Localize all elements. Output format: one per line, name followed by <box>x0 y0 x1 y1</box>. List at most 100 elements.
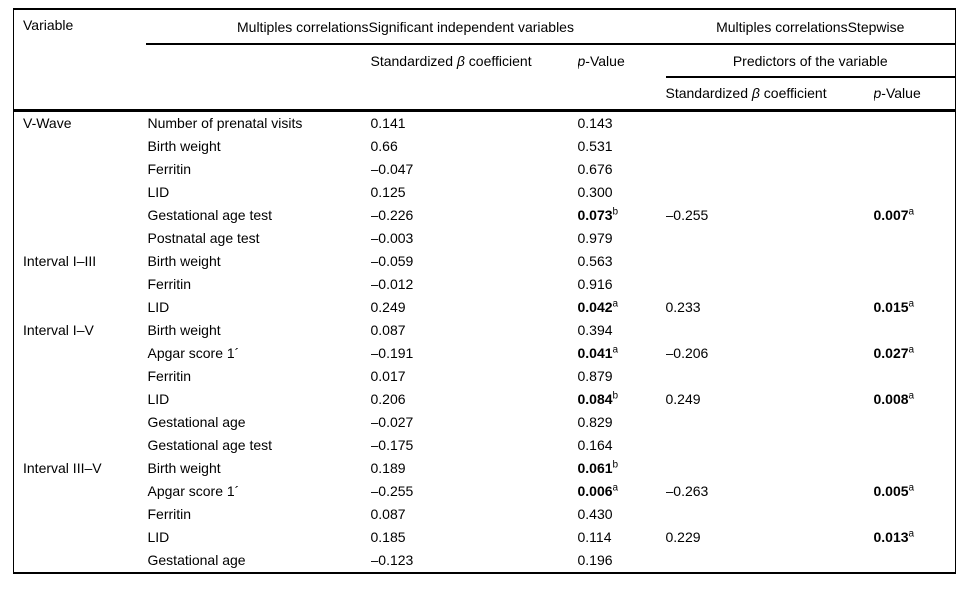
stepwise-p-value-cell: 0.005a <box>874 480 956 503</box>
significance-marker: a <box>908 297 915 309</box>
cell-value: 0.185 <box>370 528 406 545</box>
cell-value: –0.027 <box>370 413 414 430</box>
variable-group-cell <box>14 388 146 411</box>
independent-variable-cell: LID <box>146 181 371 204</box>
beta-label-prefix: Standardized <box>665 85 752 102</box>
cell-value: –0.059 <box>370 252 414 269</box>
beta-symbol: β <box>751 85 760 102</box>
column-group-header-multiple-correlations-stepwise: Multiples correlationsStepwise <box>665 9 956 45</box>
cell-value: 0.829 <box>577 413 613 430</box>
header-row-2: Standardized β coefficient p-Value Predi… <box>14 44 956 78</box>
cell-value: Apgar score 1´ <box>147 344 240 361</box>
column-group-header-multiple-correlations-significant: Multiples correlationsSignificant indepe… <box>145 9 666 45</box>
variable-group-cell <box>14 434 146 457</box>
variable-group-cell <box>14 503 146 526</box>
beta-coefficient-cell: –0.059 <box>371 250 578 273</box>
stepwise-beta-coefficient-cell <box>666 411 874 434</box>
cell-value: Birth weight <box>147 321 221 338</box>
independent-variable-cell: Ferritin <box>146 365 371 388</box>
table-row: V-Wave Number of prenatal visits 0.141 0.14… <box>14 110 956 135</box>
p-value-cell: 0.829 <box>578 411 666 434</box>
cell-value: 0.007 <box>873 206 909 223</box>
cell-value: 0.006 <box>577 482 613 499</box>
significance-marker: a <box>612 297 619 309</box>
independent-variable-cell: Gestational age <box>146 549 371 573</box>
table-row: Gestational age test –0.226 0.073b –0.255 0.… <box>14 204 956 227</box>
cell-value: 0.008 <box>873 390 909 407</box>
significance-marker: b <box>612 205 619 217</box>
beta-label-suffix: coefficient <box>464 53 532 69</box>
cell-value: 0.061 <box>577 459 613 476</box>
stepwise-beta-coefficient-cell <box>666 250 874 273</box>
cell-value: Number of prenatal visits <box>147 114 303 131</box>
beta-label-prefix: Standardized <box>370 53 457 69</box>
p-symbol: p <box>873 85 882 102</box>
stepwise-beta-coefficient-cell <box>666 365 874 388</box>
stepwise-p-value-cell <box>874 319 956 342</box>
table-row: Gestational age test –0.175 0.164 <box>14 434 956 457</box>
cell-value: 0.196 <box>577 551 613 568</box>
stepwise-p-value-cell <box>874 110 956 135</box>
cell-value: 0.189 <box>370 459 406 476</box>
independent-variable-cell: Gestational age <box>146 411 371 434</box>
table-row: Ferritin –0.012 0.916 <box>14 273 956 296</box>
column-header-standardized-beta-1: Standardized β coefficient <box>371 44 578 77</box>
p-value-cell: 0.061b <box>578 457 666 480</box>
cell-value: 0.249 <box>370 298 406 315</box>
independent-variable-cell: Ferritin <box>146 503 371 526</box>
stepwise-p-value-cell <box>874 273 956 296</box>
cell-value: Interval I–III <box>23 252 97 269</box>
cell-value: Gestational age <box>147 551 246 568</box>
beta-coefficient-cell: –0.123 <box>371 549 578 573</box>
cell-value: LID <box>147 183 170 200</box>
significance-marker: a <box>908 389 915 401</box>
p-value-cell: 0.073b <box>578 204 666 227</box>
p-value-cell: 0.676 <box>578 158 666 181</box>
beta-coefficient-cell: 0.125 <box>371 181 578 204</box>
stepwise-beta-coefficient-cell <box>666 549 874 573</box>
significance-marker: a <box>612 343 619 355</box>
cell-value: 0.027 <box>873 344 909 361</box>
p-value-cell: 0.143 <box>578 110 666 135</box>
stepwise-beta-coefficient-cell <box>666 319 874 342</box>
p-value-cell: 0.531 <box>578 135 666 158</box>
table-row: LID 0.125 0.300 <box>14 181 956 204</box>
cell-value: 0.249 <box>665 390 701 407</box>
stepwise-beta-coefficient-cell <box>666 181 874 204</box>
cell-value: –0.191 <box>370 344 414 361</box>
cell-value: 0.041 <box>577 344 613 361</box>
table-row: Apgar score 1´ –0.255 0.006a –0.263 0.005a <box>14 480 956 503</box>
cell-value: –0.226 <box>370 206 414 223</box>
cell-value: 0.013 <box>873 528 909 545</box>
cell-value: Postnatal age test <box>147 229 260 246</box>
cell-value: Birth weight <box>147 252 221 269</box>
table-row: LID 0.206 0.084b 0.249 0.008a <box>14 388 956 411</box>
cell-value: –0.123 <box>370 551 414 568</box>
cell-value: 0.233 <box>665 298 701 315</box>
stepwise-p-value-cell: 0.027a <box>874 342 956 365</box>
independent-variable-cell: Ferritin <box>146 273 371 296</box>
variable-group-cell <box>14 227 146 250</box>
regression-results-table: Variable Multiples correlationsSignifica… <box>13 8 956 574</box>
stepwise-p-value-cell <box>874 181 956 204</box>
independent-variable-cell: Gestational age test <box>146 434 371 457</box>
column-group-header-predictors: Predictors of the variable <box>665 44 956 78</box>
cell-value: 0.206 <box>370 390 406 407</box>
cell-value: 0.042 <box>577 298 613 315</box>
stepwise-p-value-cell <box>874 549 956 573</box>
cell-value: –0.012 <box>370 275 414 292</box>
stepwise-beta-coefficient-cell <box>666 158 874 181</box>
cell-value: Birth weight <box>147 459 221 476</box>
cell-value: 0.879 <box>577 367 613 384</box>
table-row: Ferritin 0.017 0.879 <box>14 365 956 388</box>
p-value-cell: 0.084b <box>578 388 666 411</box>
cell-value: 0.229 <box>665 528 701 545</box>
beta-coefficient-cell: 0.249 <box>371 296 578 319</box>
significance-marker: a <box>908 343 915 355</box>
variable-group-cell <box>14 296 146 319</box>
table-row: Apgar score 1´ –0.191 0.041a –0.206 0.027a <box>14 342 956 365</box>
variable-group-cell <box>14 181 146 204</box>
cell-value: Interval I–V <box>23 321 94 338</box>
stepwise-p-value-cell: 0.013a <box>874 526 956 549</box>
beta-coefficient-cell: 0.66 <box>371 135 578 158</box>
